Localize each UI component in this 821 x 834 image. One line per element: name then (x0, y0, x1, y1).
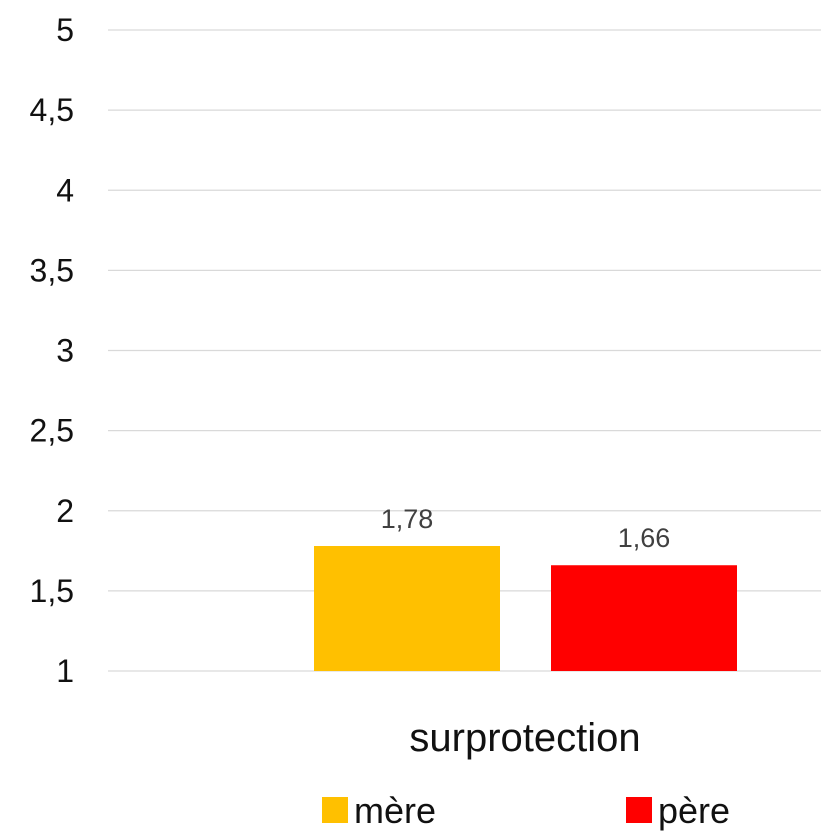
y-tick-label: 1,5 (30, 573, 74, 609)
bar-pere (551, 565, 737, 671)
bars (314, 546, 737, 671)
legend-swatch (322, 797, 348, 823)
gridlines (108, 29, 821, 672)
data-labels: 1,78 1,66 (381, 504, 671, 553)
y-tick-label: 3 (56, 333, 74, 369)
y-tick-label: 2 (56, 493, 74, 529)
data-label: 1,66 (618, 523, 671, 553)
bar-mere (314, 546, 500, 671)
y-tick-label: 4 (56, 172, 74, 208)
data-label: 1,78 (381, 504, 434, 534)
y-tick-label: 5 (56, 12, 74, 48)
y-tick-label: 2,5 (30, 413, 74, 449)
legend-label: mère (354, 790, 436, 831)
legend: mère père (322, 790, 730, 831)
legend-swatch (626, 797, 652, 823)
x-category-label: surprotection (409, 716, 640, 760)
x-axis: surprotection (409, 716, 640, 760)
y-tick-label: 4,5 (30, 92, 74, 128)
y-tick-label: 1 (56, 653, 74, 689)
legend-label: père (658, 790, 730, 831)
y-tick-label: 3,5 (30, 252, 74, 288)
y-axis: 1 1,5 2 2,5 3 3,5 4 4,5 5 (30, 12, 74, 689)
